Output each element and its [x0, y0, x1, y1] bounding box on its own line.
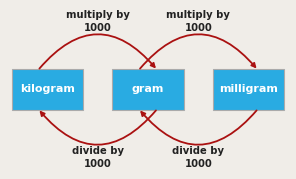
- FancyBboxPatch shape: [12, 69, 83, 110]
- Text: divide by
1000: divide by 1000: [72, 146, 124, 169]
- Text: multiply by
1000: multiply by 1000: [166, 10, 230, 33]
- Text: milligram: milligram: [219, 84, 278, 95]
- Text: divide by
1000: divide by 1000: [172, 146, 224, 169]
- FancyArrowPatch shape: [140, 34, 255, 69]
- FancyBboxPatch shape: [213, 69, 284, 110]
- FancyArrowPatch shape: [141, 110, 257, 145]
- Text: multiply by
1000: multiply by 1000: [66, 10, 130, 33]
- FancyArrowPatch shape: [39, 34, 155, 69]
- FancyArrowPatch shape: [41, 110, 156, 145]
- Text: gram: gram: [132, 84, 164, 95]
- Text: kilogram: kilogram: [20, 84, 75, 95]
- FancyBboxPatch shape: [112, 69, 184, 110]
